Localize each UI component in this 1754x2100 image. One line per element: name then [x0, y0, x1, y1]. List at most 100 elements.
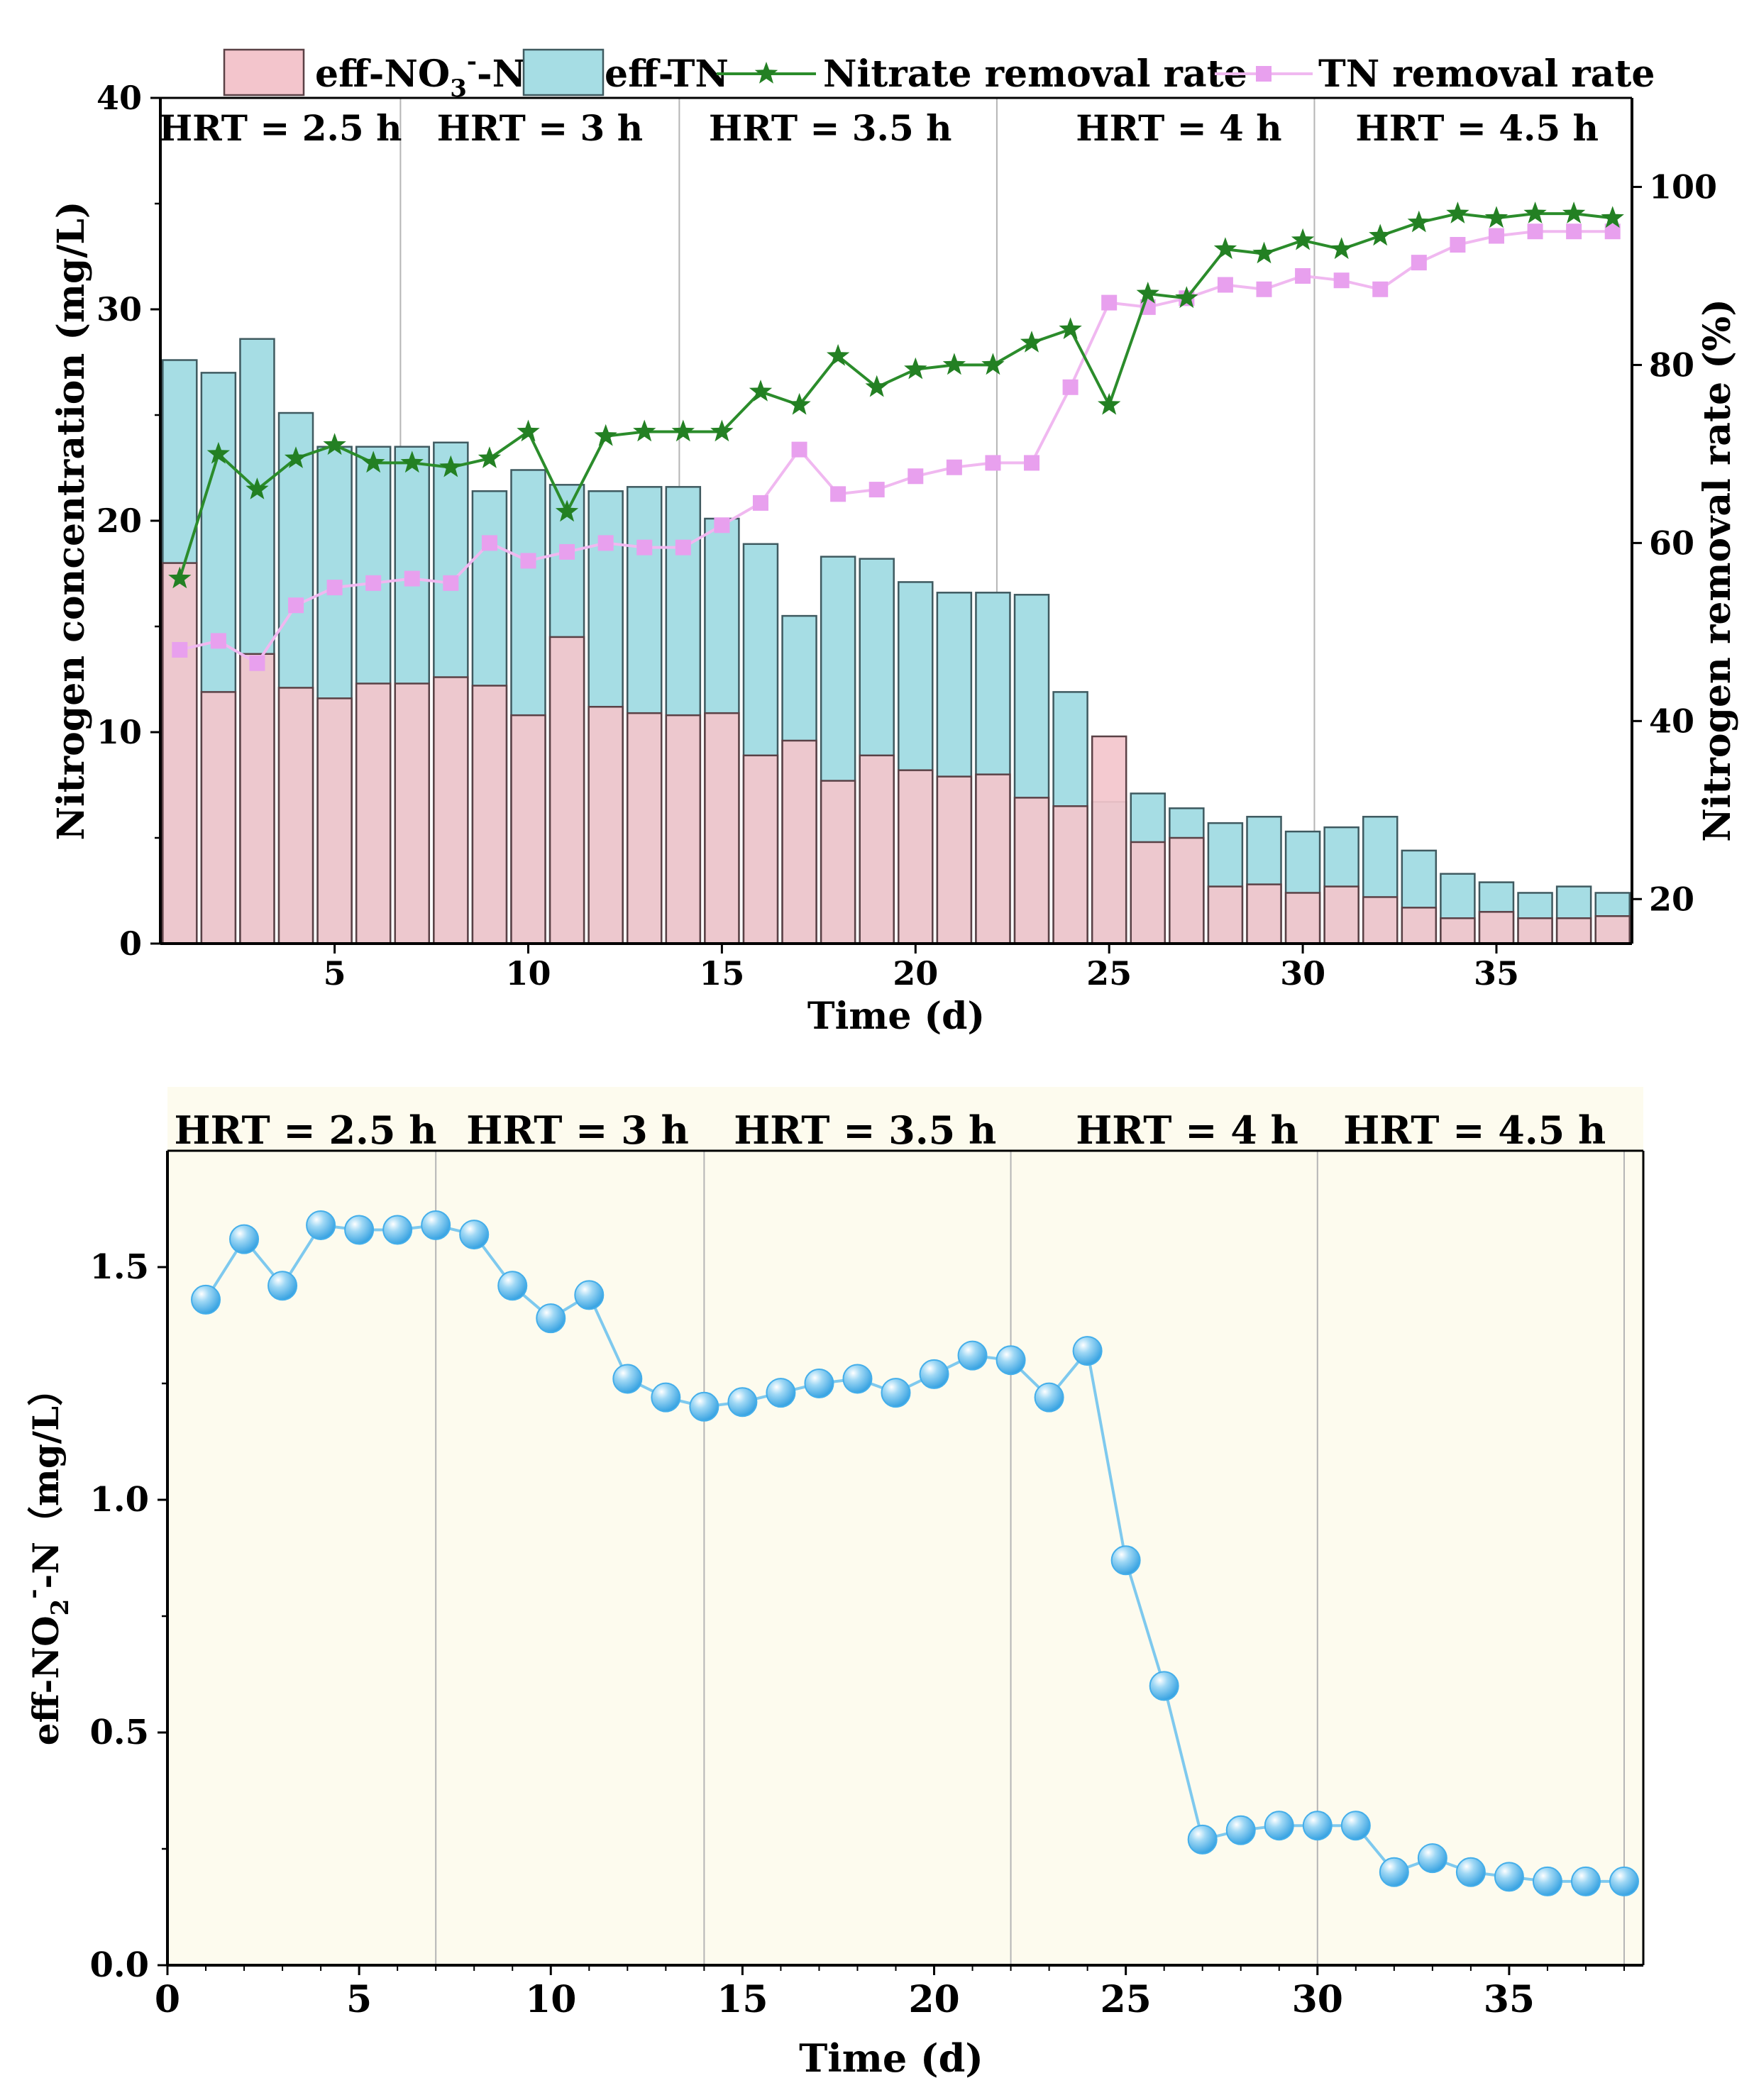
nitrate-removal-point	[1601, 206, 1624, 228]
y2-tick-label: 100	[1649, 167, 1717, 206]
no2-point	[382, 1215, 413, 1245]
tn-removal-point	[443, 575, 459, 591]
y2-tick-label: 60	[1649, 524, 1694, 562]
x-axis-title: Time (d)	[799, 2035, 983, 2081]
nitrate-removal-point	[1252, 241, 1276, 264]
no3-bar	[1052, 805, 1088, 945]
x-tick-label: 20	[908, 1978, 959, 2021]
tn-removal-point	[404, 570, 420, 587]
no3-bar	[781, 739, 817, 945]
y-axis-title: Nitrogen concentration (mg/L)	[50, 201, 93, 840]
tn-removal-point	[868, 482, 885, 498]
nitrate-removal-point	[1059, 317, 1082, 339]
no3-bar	[1517, 917, 1553, 945]
no3-bar	[1555, 917, 1592, 945]
tn-removal-point	[1295, 267, 1311, 284]
y-axis-title: eff-NO2--N（mg/L）	[19, 1371, 75, 1745]
tn-removal-point	[1488, 228, 1504, 244]
tn-removal-point	[1604, 223, 1621, 240]
hrt-label: HRT = 2.5 h	[159, 107, 402, 149]
tn-removal-point	[636, 539, 653, 556]
no3-bar	[1207, 885, 1244, 945]
no3-bar	[665, 714, 702, 945]
hrt-label: HRT = 3.5 h	[709, 107, 952, 149]
y-tick-label: 0.5	[89, 1713, 149, 1752]
nitrate-removal-point	[206, 441, 230, 464]
nitrate-removal-point	[478, 446, 502, 468]
hrt-label: HRT = 4.5 h	[1343, 1107, 1606, 1153]
no2-point	[689, 1391, 719, 1422]
no3-bar	[510, 714, 546, 945]
x-tick-label: 5	[324, 954, 346, 993]
no3-bar	[471, 685, 508, 945]
nitrate-removal-point	[1330, 237, 1353, 260]
no2-point	[766, 1378, 796, 1408]
x-tick-label: 15	[717, 1978, 768, 2021]
no2-point	[1149, 1671, 1179, 1701]
x-tick-label: 25	[1086, 954, 1132, 993]
no2-point	[267, 1271, 298, 1301]
y2-tick-label: 80	[1649, 346, 1694, 384]
nitrate-removal-point	[594, 424, 617, 446]
no3-bar	[200, 691, 237, 945]
nitrate-removal-point	[981, 353, 1005, 375]
hrt-label: HRT = 4 h	[1076, 107, 1281, 149]
tn-removal-point	[172, 641, 188, 658]
nitrate-removal-point	[517, 419, 540, 442]
nitrate-removal-point	[168, 566, 192, 589]
no3-bar	[626, 712, 663, 945]
no2-point	[1532, 1866, 1562, 1896]
nitrate-removal-point	[400, 451, 424, 473]
nitrate-removal-point	[1369, 223, 1392, 246]
nitrate-removal-point	[904, 357, 927, 380]
nitrate-removal-point	[1213, 237, 1237, 260]
y-tick-label: 10	[96, 713, 142, 751]
nitrate-removal-point	[710, 419, 734, 442]
x-tick-label: 30	[1280, 954, 1325, 993]
no3-bar	[548, 636, 585, 945]
legend-marker-tn-removal	[1256, 66, 1272, 82]
no2-point	[1072, 1336, 1103, 1366]
legend-marker-nitrate	[754, 62, 778, 84]
no3-bar	[1013, 797, 1050, 945]
legend-swatch-tn	[522, 48, 605, 96]
nitrate-removal-point	[1446, 201, 1469, 223]
x-tick-label: 10	[525, 1978, 576, 2021]
nitrate-removal-point	[555, 499, 579, 522]
tn-removal-point	[1566, 223, 1582, 240]
no2-point	[191, 1284, 221, 1315]
tn-removal-point	[675, 539, 691, 556]
tn-removal-point	[559, 543, 575, 560]
y2-tick-label: 20	[1649, 880, 1694, 918]
no3-bar	[1130, 841, 1166, 945]
hrt-label: HRT = 3.5 h	[734, 1107, 996, 1153]
no3-bar	[1169, 836, 1205, 945]
plot-background	[167, 1087, 1643, 1965]
nitrate-removal-point	[942, 353, 966, 375]
y-tick-label: 40	[96, 79, 142, 117]
no3-bar	[1440, 917, 1476, 945]
no3-bar	[316, 697, 353, 945]
no2-point	[651, 1382, 681, 1413]
no3-bar	[239, 653, 275, 945]
nitrate-removal-point	[284, 446, 308, 468]
x-tick-label: 25	[1100, 1978, 1151, 2021]
x-tick-label: 35	[1474, 954, 1519, 993]
tn-removal-point	[946, 459, 962, 475]
no2-point	[1494, 1862, 1524, 1892]
no2-point	[306, 1210, 336, 1240]
tn-removal-point	[1101, 294, 1118, 311]
no2-point	[804, 1369, 834, 1398]
no2-point	[842, 1364, 873, 1394]
y2-tick-label: 40	[1649, 702, 1694, 740]
no2-point	[957, 1340, 988, 1371]
hrt-label: HRT = 3 h	[466, 1107, 689, 1153]
no2-point	[1570, 1866, 1601, 1896]
nitrate-removal-point	[323, 433, 346, 455]
legend-label-nitrate: Nitrate removal rate	[823, 52, 1247, 96]
no3-bar	[355, 682, 392, 945]
tn-removal-point	[1256, 281, 1272, 297]
tn-removal-point	[365, 575, 382, 591]
no2-point	[1455, 1857, 1486, 1887]
